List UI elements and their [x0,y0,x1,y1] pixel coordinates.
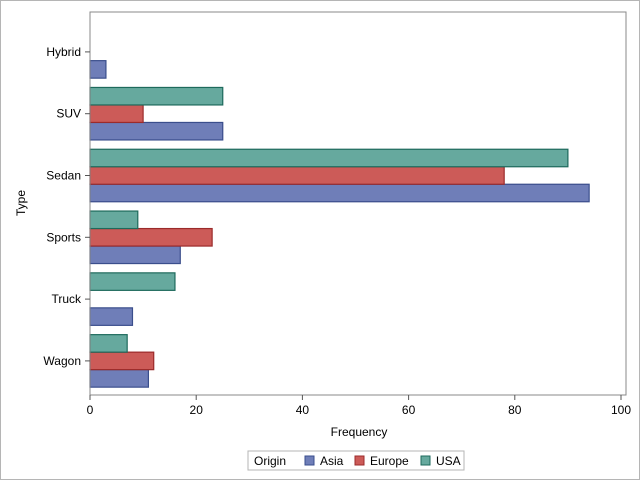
bar-usa-sports [89,210,139,230]
x-axis: 0 20 40 60 80 100 [87,395,631,417]
x-tick-label: 0 [87,403,94,417]
bar-asia-suv [89,121,224,141]
plot-area [89,11,627,396]
legend-swatch-asia [304,455,315,466]
legend-label-asia: Asia [320,454,344,468]
legend-label-europe: Europe [370,454,409,468]
legend-swatch-usa [420,455,431,466]
x-tick-label: 80 [508,403,522,417]
bar-asia-hybrid [89,60,107,79]
x-axis-title: Frequency [331,425,388,439]
bar-asia-sedan [89,183,590,203]
bar-europe-sedan [89,166,505,185]
x-tick-label: 20 [190,403,204,417]
bar-asia-sports [89,245,181,265]
y-tick-label: Wagon [43,354,81,368]
x-tick-label: 60 [402,403,416,417]
y-tick-label: Hybrid [46,45,81,59]
bar-usa-truck [89,272,176,291]
bar-europe-wagon [89,351,155,371]
y-tick-label: Truck [51,292,82,306]
bar-asia-wagon [89,369,150,388]
bar-usa-wagon [89,334,128,353]
legend-swatch-europe [354,455,365,466]
bar-usa-suv [89,86,224,106]
x-tick-label: 40 [296,403,310,417]
y-axis: Hybrid SUV Sedan Sports Truck Wagon [43,45,90,368]
bars-group [89,60,590,388]
legend: Origin Asia Europe USA [247,450,465,471]
bar-usa-sedan [89,148,569,168]
bar-asia-truck [89,307,134,326]
y-tick-label: Sedan [46,169,81,183]
bar-europe-suv [89,104,144,124]
bar-europe-sports [89,227,213,247]
legend-label-usa: USA [436,454,461,468]
y-axis-title: Type [14,190,28,216]
legend-title: Origin [254,454,286,468]
y-tick-label: Sports [46,230,81,244]
x-tick-label: 100 [611,403,631,417]
y-tick-label: SUV [56,107,81,121]
